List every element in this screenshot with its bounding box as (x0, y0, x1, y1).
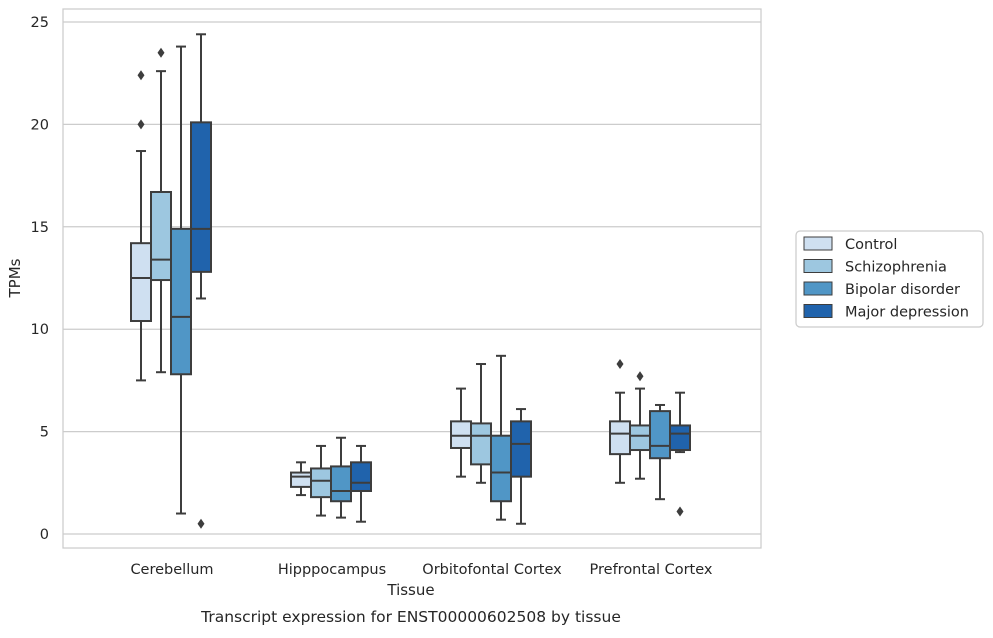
x-tick-label: Prefrontal Cortex (590, 562, 713, 578)
y-tick-label: 20 (31, 117, 49, 133)
y-axis-label: TPMs (6, 258, 24, 298)
plot-frame (62, 8, 762, 549)
legend-swatch (803, 259, 833, 273)
outlier-point (636, 371, 644, 382)
box (310, 467, 332, 499)
box (510, 420, 532, 478)
box (669, 424, 691, 452)
box-group (450, 387, 472, 478)
box (190, 121, 212, 273)
box-group (669, 391, 691, 517)
legend-label: Schizophrenia (845, 260, 947, 276)
outlier-point (616, 359, 624, 370)
y-tick-label: 0 (40, 527, 49, 543)
box (290, 471, 312, 488)
legend-swatch (803, 236, 833, 251)
legend-label: Control (845, 237, 897, 253)
legend-swatch (803, 281, 833, 296)
y-tick-label: 10 (31, 322, 49, 338)
box (609, 420, 631, 456)
outlier-point (197, 518, 205, 529)
box (649, 410, 671, 460)
legend-label: Major depression (845, 305, 969, 321)
outlier-point (137, 119, 145, 130)
box (470, 422, 492, 466)
legend: Control Schizophrenia Bipolar disorder Majo… (795, 230, 984, 328)
outlier-point (676, 506, 684, 517)
y-tick-labels: 0 5 10 15 20 25 (31, 15, 49, 543)
box-group (170, 45, 192, 515)
box-group (649, 403, 671, 501)
x-tick-labels: Cerebellum Hipppocampus Orbitofontal Corte… (130, 562, 712, 578)
box-group (350, 444, 372, 523)
box-group (609, 359, 631, 484)
boxes (130, 33, 691, 529)
box-group (490, 354, 512, 521)
y-tick-label: 25 (31, 15, 49, 31)
y-tick-label: 5 (40, 425, 49, 441)
legend-label: Bipolar disorder (845, 282, 960, 298)
box-group (510, 408, 532, 525)
x-axis-label: Tissue (386, 581, 434, 599)
outlier-point (157, 47, 165, 58)
box-group (629, 371, 651, 480)
box-group (330, 436, 352, 519)
box-group (290, 461, 312, 497)
x-tick-label: Cerebellum (130, 562, 213, 578)
box (130, 242, 152, 323)
box (629, 424, 651, 452)
outlier-point (137, 70, 145, 81)
box (170, 227, 192, 376)
chart-caption: Transcript expression for ENST0000060250… (200, 608, 621, 626)
box-group (130, 70, 152, 382)
box (150, 190, 172, 282)
box-group (310, 444, 332, 517)
box (490, 434, 512, 503)
x-tick-label: Hipppocampus (278, 562, 386, 578)
box-group (150, 47, 172, 374)
legend-frame (795, 230, 984, 328)
box-group (470, 363, 492, 484)
box (350, 461, 372, 492)
box-group (190, 33, 212, 529)
box (330, 465, 352, 503)
y-tick-label: 15 (31, 220, 49, 236)
x-tick-label: Orbitofontal Cortex (422, 562, 562, 578)
legend-swatch (803, 304, 833, 318)
box (450, 420, 472, 449)
